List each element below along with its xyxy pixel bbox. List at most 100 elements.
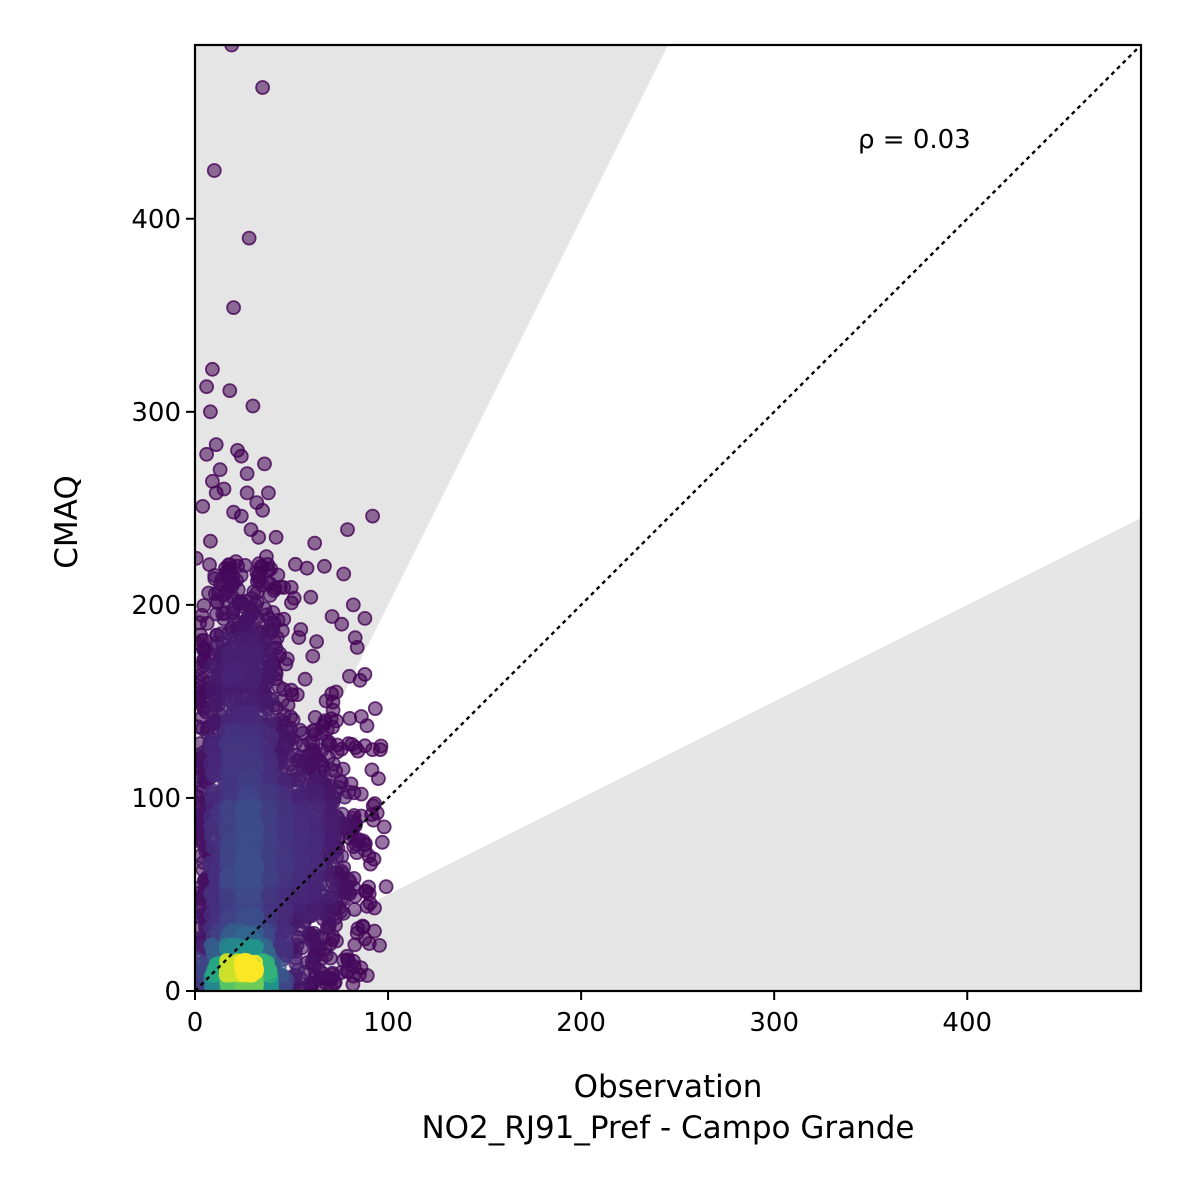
- scatter-point: [353, 960, 369, 976]
- scatter-point: [372, 938, 387, 953]
- scatter-point: [309, 903, 325, 919]
- x-axis-label: Observation: [574, 1069, 763, 1105]
- scatter-point: [251, 529, 267, 545]
- scatter-point: [236, 953, 252, 969]
- scatter-point: [221, 692, 237, 707]
- scatter-point: [212, 462, 228, 478]
- scatter-point: [305, 958, 321, 973]
- scatter-point: [241, 230, 257, 246]
- scatter-point: [340, 522, 355, 537]
- scatter-point: [202, 533, 218, 549]
- scatter-point: [334, 616, 350, 632]
- scatter-point: [364, 762, 380, 778]
- scatter-point: [316, 558, 332, 574]
- scatter-point: [262, 588, 278, 603]
- scatter-point: [195, 615, 208, 631]
- scatter-point: [263, 756, 279, 772]
- scatter-point: [349, 845, 365, 860]
- scatter-point: [199, 446, 215, 462]
- scatter-point: [239, 466, 255, 482]
- scatter-point: [341, 668, 357, 684]
- scatter-point: [378, 879, 394, 895]
- scatter-point: [295, 725, 311, 741]
- scatter-point: [336, 566, 352, 582]
- plot-area: [195, 45, 1141, 991]
- y-tick-label: 0: [164, 977, 181, 1007]
- scatter-point: [238, 644, 253, 660]
- scatter-point: [268, 529, 284, 545]
- scatter-point: [204, 361, 220, 377]
- x-tick-label: 100: [363, 1008, 413, 1038]
- scatter-point: [349, 640, 365, 655]
- scatter-point: [207, 568, 223, 583]
- scatter-point: [324, 609, 340, 624]
- scatter-point: [340, 784, 356, 800]
- scatter-point: [291, 630, 307, 645]
- scatter-point: [260, 485, 276, 501]
- scatter-point: [195, 498, 211, 514]
- scatter-point: [305, 648, 321, 664]
- scatter-point: [247, 692, 262, 707]
- scatter-point: [255, 502, 271, 518]
- scatter-point: [218, 592, 234, 608]
- scatter-point: [233, 448, 249, 464]
- scatter-point: [220, 803, 236, 819]
- scatter-point: [206, 163, 222, 178]
- scatter-point: [208, 437, 224, 453]
- scatter-point: [309, 634, 325, 649]
- scatter-point: [220, 671, 236, 687]
- scatter-point: [350, 921, 366, 937]
- scatter-point: [307, 710, 323, 725]
- scatter-point: [240, 706, 256, 722]
- scatter-point: [199, 379, 215, 395]
- scatter-point: [245, 398, 261, 414]
- scatter-point: [246, 584, 262, 600]
- y-tick-label: 300: [131, 398, 181, 428]
- scatter-point: [195, 550, 204, 566]
- scatter-point: [307, 535, 323, 551]
- scatter-point: [224, 45, 240, 53]
- scatter-point: [225, 738, 241, 754]
- y-tick-label: 200: [131, 591, 181, 621]
- x-tick-label: 400: [942, 1008, 992, 1038]
- scatter-point: [276, 707, 292, 723]
- annotation-rho: ρ = 0.03: [858, 125, 971, 155]
- scatter-point: [244, 801, 260, 817]
- scatter-point: [284, 595, 299, 611]
- scatter-point: [276, 580, 292, 595]
- scatter-point: [297, 671, 313, 687]
- x-tick-label: 300: [749, 1008, 799, 1038]
- scatter-point: [195, 691, 207, 706]
- scatter-point: [376, 819, 392, 835]
- scatter-point: [310, 798, 326, 814]
- y-tick-label: 100: [131, 784, 181, 814]
- scatter-point: [275, 785, 291, 801]
- shaded-band-lower: [195, 518, 1141, 991]
- y-axis-label: CMAQ: [49, 475, 85, 568]
- scatter-point: [202, 404, 218, 420]
- x-axis-sublabel: NO2_RJ91_Pref - Campo Grande: [421, 1110, 914, 1146]
- scatter-point: [233, 508, 249, 524]
- y-tick-label: 400: [131, 205, 181, 235]
- y-axis-ticks: 0 100 200 300 400: [131, 205, 195, 1007]
- scatter-point: [325, 694, 341, 710]
- x-axis-ticks: 0 100 200 300 400: [187, 991, 992, 1038]
- scatter-point: [222, 383, 238, 399]
- scatter-point: [341, 736, 356, 752]
- scatter-point: [367, 701, 383, 716]
- scatter-points: [195, 45, 394, 991]
- scatter-point: [261, 828, 277, 844]
- scatter-point: [257, 456, 272, 472]
- scatter-point: [239, 485, 255, 501]
- scatter-point: [287, 556, 303, 572]
- scatter-point: [365, 508, 381, 524]
- scatter-point: [325, 965, 341, 981]
- scatter-point: [353, 709, 369, 724]
- scatter-point: [367, 900, 382, 916]
- scatter-point: [247, 669, 262, 684]
- scatter-point: [303, 589, 319, 605]
- scatter-point: [341, 817, 357, 833]
- scatter-point: [247, 739, 263, 755]
- scatter-point: [255, 80, 271, 95]
- scatter-point: [226, 300, 242, 316]
